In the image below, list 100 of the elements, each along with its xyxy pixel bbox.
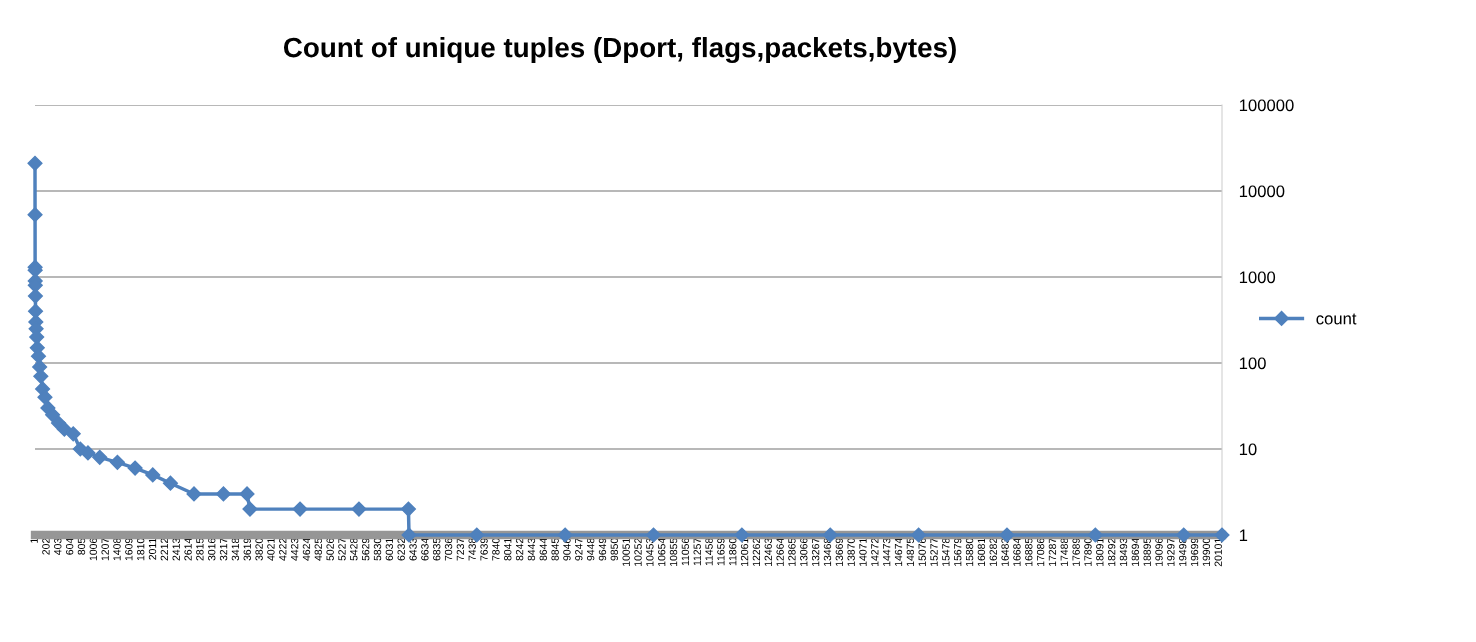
x-tick-label: 15076 [918,538,926,566]
x-tick-label: 11860 [729,538,737,566]
x-tick-label: 9649 [598,538,607,561]
x-tick-label: 4021 [267,538,275,561]
x-tick-label: 19297 [1167,538,1175,566]
x-tick-label: 14875 [906,538,915,566]
point [242,501,258,517]
x-tick-label: 18694 [1131,538,1140,566]
x-tick-label: 4423 [290,538,299,561]
x-tick-label: 16081 [977,538,986,566]
x-tick-label: 7237 [456,538,465,561]
point [27,207,43,223]
x-tick-label: 12664 [776,538,784,566]
x-tick-label: 17488 [1060,538,1068,566]
x-tick-label: 10855 [669,538,678,566]
y-tick-label: 10 [1239,443,1257,456]
x-tick-label: 11257 [693,538,701,566]
x-tick-label: 15277 [930,538,938,566]
x-tick-label: 5227 [338,538,346,561]
x-tick-label: 19096 [1155,538,1163,566]
x-tick-label: 15478 [942,538,950,566]
x-tick-label: 202 [42,538,50,555]
point [27,155,43,171]
point [162,475,179,491]
point [400,501,417,517]
x-tick-label: 17086 [1036,538,1045,566]
x-tick-label: 18292 [1107,538,1116,566]
x-tick-label: 14071 [859,538,867,566]
x-tick-label: 18091 [1096,538,1104,566]
x-tick-label: 11659 [717,538,725,566]
x-tick-label: 3418 [231,538,240,561]
x-tick-label: 12463 [764,538,772,566]
x-tick-label: 9850 [610,538,619,561]
x-tick-label: 6634 [421,538,429,561]
x-tick-label: 16885 [1025,538,1033,566]
x-tick-label: 14272 [871,538,879,566]
x-tick-label: 4825 [314,538,322,561]
point [292,501,308,517]
x-tick-label: 6031 [385,538,394,561]
point [27,303,44,319]
chart-title: Count of unique tuples (Dport, flags,packets,bytes) [283,36,956,64]
x-tick-label: 4624 [302,538,311,561]
x-tick-label: 2212 [160,538,168,561]
point [145,467,161,483]
x-tick-label: 14473 [882,538,891,566]
point [127,460,143,476]
x-tick-label: 8443 [527,538,536,561]
x-tick-label: 4222 [279,538,287,561]
x-tick-label: 8845 [551,538,559,561]
x-tick-label: 8041 [504,538,512,561]
x-tick-label: 1408 [113,538,121,561]
x-tick-label: 2815 [196,538,204,561]
y-tick-label: 100 [1239,357,1266,370]
x-tick-label: 16684 [1013,538,1021,566]
point [215,486,232,502]
x-tick-label: 17689 [1072,538,1080,566]
y-tick-label: 1 [1239,529,1248,542]
x-tick-label: 5629 [361,538,370,561]
x-tick-label: 11056 [681,538,690,566]
point [65,426,81,442]
x-tick-label: 2011 [148,538,157,560]
x-tick-label: 403 [54,538,62,555]
y-tick-label: 10000 [1239,185,1285,198]
x-tick-label: 5428 [350,538,358,561]
x-tick-label: 1006 [89,538,97,561]
point [239,486,255,502]
y-tick-label: 100000 [1239,99,1294,112]
point [351,501,367,517]
x-tick-label: 13669 [835,538,843,566]
point [92,449,108,465]
x-tick-label: 18895 [1143,538,1151,566]
point [37,389,53,405]
x-tick-label: 17287 [1048,538,1057,566]
point [56,421,72,437]
x-tick-label: 5026 [326,538,334,561]
point [109,454,125,470]
x-tick-label: 11458 [705,538,713,566]
y-tick-label: 1000 [1239,271,1276,284]
x-tick-label: 12262 [752,538,761,566]
x-tick-label: 10252 [634,538,642,566]
x-tick-label: 10453 [646,538,654,566]
x-tick-label: 14674 [894,538,903,566]
x-tick-label: 2413 [172,538,180,561]
x-tick-label: 8242 [515,538,524,561]
x-tick-label: 15679 [954,538,962,566]
x-tick-label: 10051 [622,538,630,566]
x-tick-label: 19900 [1202,538,1211,566]
x-tick-label: 9247 [575,538,583,561]
x-tick-label: 15880 [965,538,974,566]
point [80,445,96,461]
x-tick-label: 604 [65,538,74,555]
point [186,486,202,502]
x-tick-label: 3217 [219,538,228,561]
x-tick-label: 13066 [800,538,808,566]
x-tick-label: 6232 [397,538,405,561]
x-tick-label: 805 [77,538,86,555]
x-tick-label: 7036 [444,538,453,561]
x-tick-label: 1207 [101,538,109,561]
x-tick-label: 12061 [740,538,749,566]
x-tick-label: 18493 [1119,538,1128,566]
